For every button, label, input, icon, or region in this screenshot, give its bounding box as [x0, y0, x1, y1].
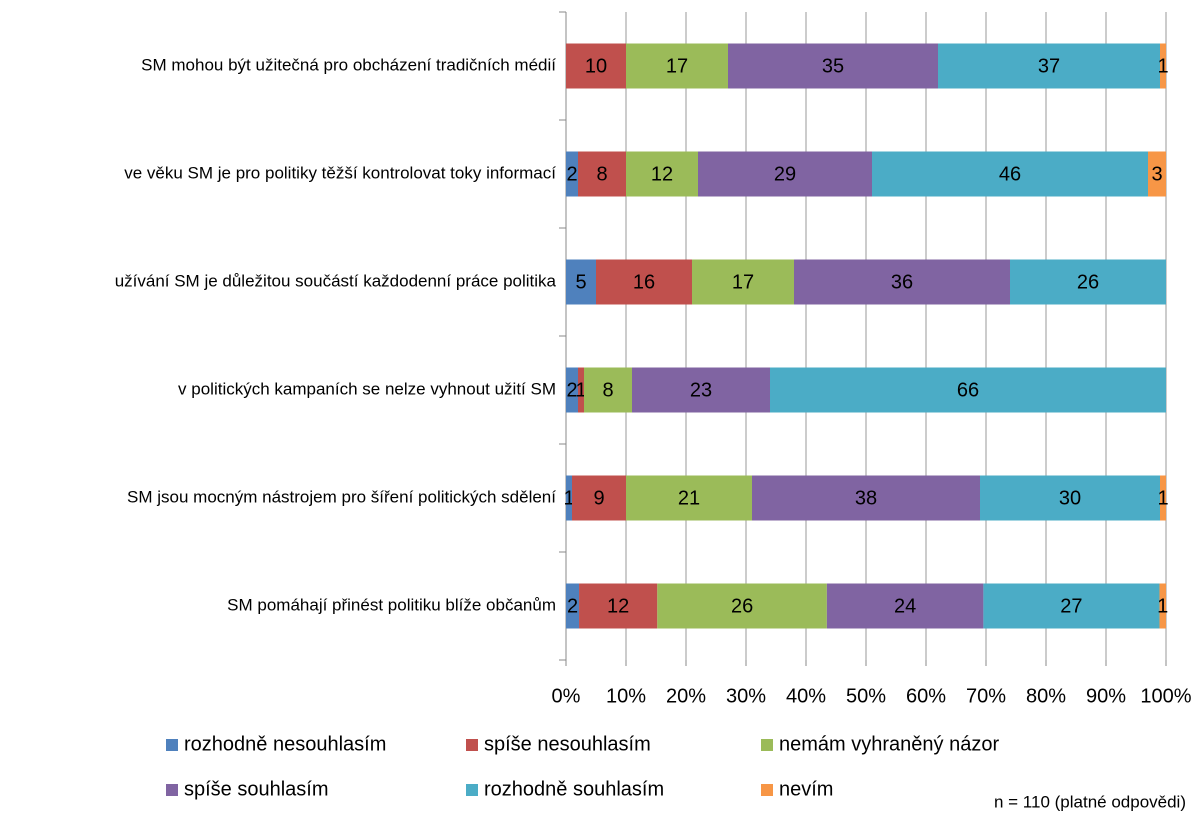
- bar: [657, 583, 827, 629]
- data-label: 23: [690, 379, 712, 401]
- data-label: 9: [593, 487, 604, 509]
- data-label: 36: [891, 271, 913, 293]
- data-label: 8: [596, 163, 607, 185]
- data-label: 5: [575, 271, 586, 293]
- bar: [938, 43, 1160, 89]
- bar: [692, 259, 794, 305]
- y-tick-label: SM mohou být užitečná pro obcházení trad…: [141, 55, 556, 74]
- annotation: n = 110 (platné odpovědi): [994, 792, 1186, 811]
- data-label: 66: [957, 379, 979, 401]
- data-label: 10: [585, 55, 607, 77]
- x-tick-label: 90%: [1086, 685, 1126, 707]
- x-tick-label: 80%: [1026, 685, 1066, 707]
- data-label: 17: [732, 271, 754, 293]
- bar: [826, 583, 984, 629]
- legend-label: rozhodně nesouhlasím: [184, 733, 386, 755]
- data-label: 30: [1059, 487, 1081, 509]
- legend-swatch: [166, 739, 178, 751]
- data-label: 8: [602, 379, 613, 401]
- bar: [578, 151, 626, 197]
- x-tick-label: 100%: [1140, 685, 1191, 707]
- legend-label: rozhodně souhlasím: [484, 778, 664, 800]
- bar: [584, 367, 632, 413]
- bar: [566, 475, 572, 521]
- bar: [566, 43, 626, 89]
- data-label: 26: [1077, 271, 1099, 293]
- y-tick-label: SM jsou mocným nástrojem pro šíření poli…: [127, 487, 556, 506]
- bar: [752, 475, 980, 521]
- x-tick-label: 60%: [906, 685, 946, 707]
- legend-label: nevím: [779, 778, 833, 800]
- data-label: 24: [894, 595, 916, 617]
- data-label: 29: [774, 163, 796, 185]
- data-label: 1: [575, 379, 586, 401]
- y-tick-label: užívání SM je důležitou součástí každode…: [115, 271, 557, 290]
- bar: [596, 259, 692, 305]
- data-label: 2: [566, 379, 577, 401]
- bar: [1010, 259, 1166, 305]
- data-label: 17: [666, 55, 688, 77]
- x-tick-label: 10%: [606, 685, 646, 707]
- bar: [579, 583, 658, 629]
- bar: [1160, 43, 1166, 89]
- data-label: 2: [567, 595, 578, 617]
- bar: [872, 151, 1148, 197]
- data-label: 1: [1157, 595, 1168, 617]
- data-label: 1: [1157, 55, 1168, 77]
- x-tick-label: 30%: [726, 685, 766, 707]
- data-label: 35: [822, 55, 844, 77]
- bar: [626, 475, 752, 521]
- legend-label: spíše nesouhlasím: [484, 733, 651, 755]
- data-label: 26: [731, 595, 753, 617]
- bar: [698, 151, 872, 197]
- y-tick-label: v politických kampaních se nelze vyhnout…: [178, 379, 556, 398]
- legend-label: spíše souhlasím: [184, 778, 329, 800]
- bar: [1148, 151, 1166, 197]
- legend-swatch: [166, 784, 178, 796]
- data-label: 38: [855, 487, 877, 509]
- legend-swatch: [761, 784, 773, 796]
- legend-swatch: [466, 784, 478, 796]
- legend-label: nemám vyhraněný názor: [779, 733, 999, 755]
- bar: [794, 259, 1010, 305]
- data-label: 12: [607, 595, 629, 617]
- data-label: 1: [1157, 487, 1168, 509]
- bar: [983, 583, 1160, 629]
- data-label: 37: [1038, 55, 1060, 77]
- data-label: 46: [999, 163, 1021, 185]
- bar: [626, 43, 728, 89]
- x-tick-label: 0%: [552, 685, 581, 707]
- x-tick-label: 40%: [786, 685, 826, 707]
- bar: [578, 367, 584, 413]
- x-tick-label: 20%: [666, 685, 706, 707]
- y-tick-label: ve věku SM je pro politiky těžší kontrol…: [124, 163, 556, 182]
- bar: [566, 583, 580, 629]
- bar: [728, 43, 938, 89]
- bar: [980, 475, 1160, 521]
- bar: [566, 259, 596, 305]
- data-label: 2: [566, 163, 577, 185]
- bar: [770, 367, 1166, 413]
- legend-swatch: [466, 739, 478, 751]
- data-label: 21: [678, 487, 700, 509]
- data-label: 12: [651, 163, 673, 185]
- bar: [566, 151, 578, 197]
- data-label: 1: [563, 487, 574, 509]
- y-tick-label: SM pomáhají přinést politiku blíže občan…: [227, 595, 556, 614]
- legend-swatch: [761, 739, 773, 751]
- bar: [1159, 583, 1166, 629]
- bar: [1160, 475, 1166, 521]
- x-tick-label: 70%: [966, 685, 1006, 707]
- bar: [632, 367, 770, 413]
- bar: [572, 475, 626, 521]
- bar: [626, 151, 698, 197]
- bar: [566, 367, 578, 413]
- data-label: 16: [633, 271, 655, 293]
- x-tick-label: 50%: [846, 685, 886, 707]
- data-label: 27: [1060, 595, 1082, 617]
- data-label: 3: [1151, 163, 1162, 185]
